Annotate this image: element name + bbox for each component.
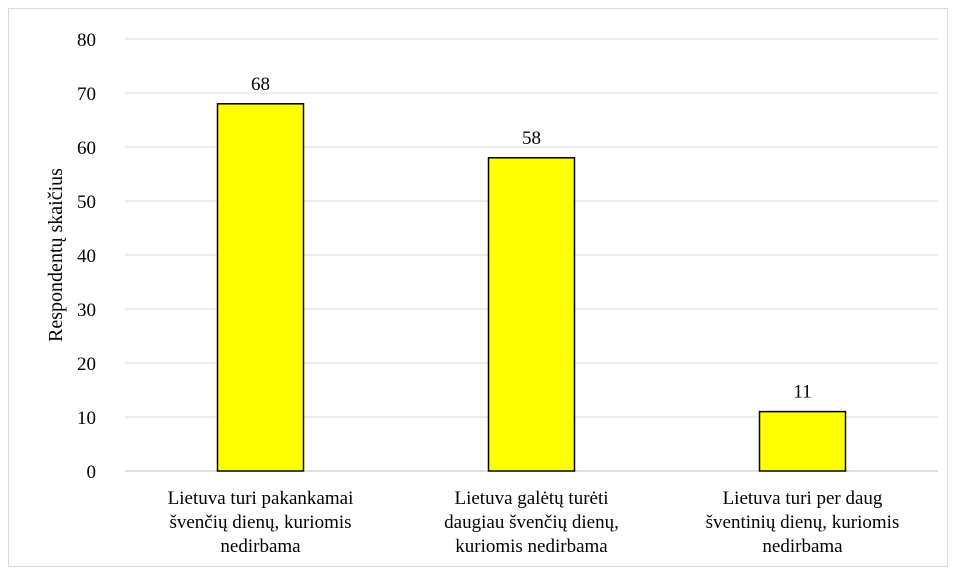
x-category-label: nedirbama (762, 536, 843, 557)
data-label: 11 (793, 382, 811, 403)
x-category-label: švenčių dienų, kuriomis (169, 512, 351, 533)
data-label: 68 (251, 74, 270, 95)
y-axis-ticks: 0 10 20 30 40 50 60 70 80 (77, 30, 96, 483)
bars (216, 103, 847, 472)
data-labels: 68 58 11 (251, 74, 812, 403)
x-category-label: šventinių dienų, kuriomis (706, 512, 900, 533)
y-tick-label: 60 (77, 138, 96, 159)
y-tick-label: 20 (77, 354, 96, 375)
y-tick-label: 80 (77, 30, 96, 51)
x-category-label: daugiau švenčių dienų, (444, 512, 619, 533)
bar (758, 410, 847, 472)
bar (487, 157, 576, 472)
x-category-label: Lietuva turi per daug (723, 488, 883, 509)
x-category-label: Lietuva galėtų turėti (454, 488, 608, 509)
bar (216, 103, 305, 472)
x-category-label: kuriomis nedirbama (455, 536, 608, 557)
y-tick-label: 30 (77, 300, 96, 321)
y-axis-title: Respondentų skaičius (45, 168, 67, 342)
x-category-label: nedirbama (220, 536, 301, 557)
chart-frame (8, 8, 948, 567)
y-tick-label: 40 (77, 246, 96, 267)
x-category-label: Lietuva turi pakankamai (168, 488, 354, 509)
y-tick-label: 10 (77, 408, 96, 429)
y-tick-label: 0 (87, 462, 97, 483)
x-axis-categories: Lietuva turi pakankamai švenčių dienų, ku… (168, 488, 900, 557)
y-tick-label: 50 (77, 192, 96, 213)
y-tick-label: 70 (77, 84, 96, 105)
data-label: 58 (522, 128, 541, 149)
